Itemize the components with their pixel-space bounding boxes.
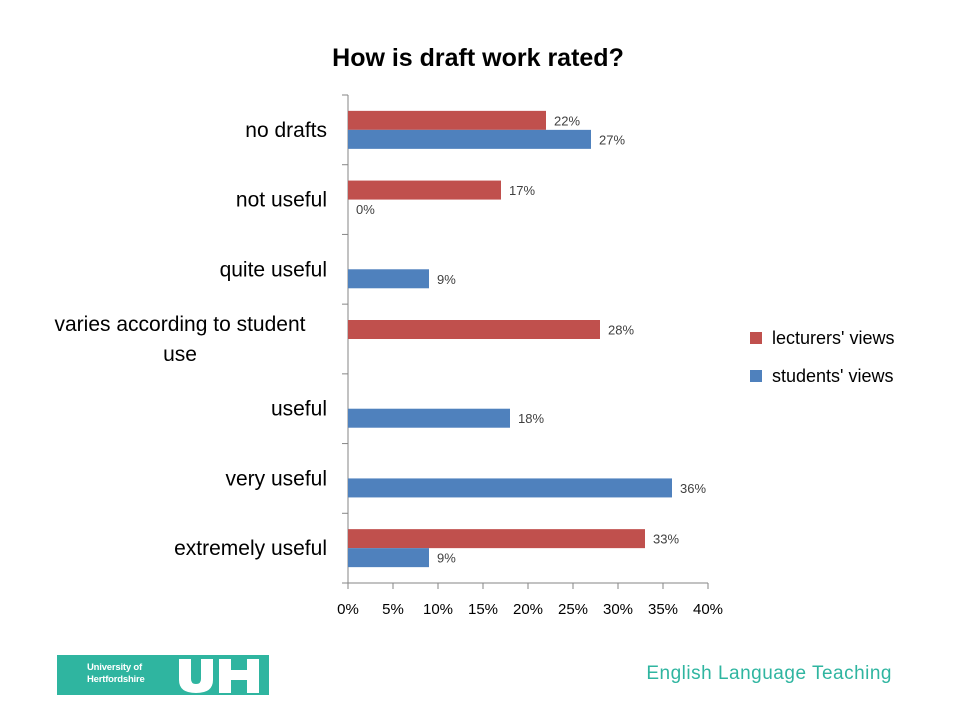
data-label: 0%: [356, 202, 375, 217]
x-tick-label: 10%: [423, 601, 453, 618]
uh-logo-mark: [179, 659, 259, 693]
x-tick-label: 15%: [468, 601, 498, 618]
category-label: quite useful: [220, 258, 327, 281]
plot-area: 0% 5% 10% 15% 20% 25% 30% 35% 40% no drafts not us…: [55, 94, 723, 618]
x-tick-label: 20%: [513, 601, 543, 618]
bar-lecturers: [348, 320, 600, 339]
data-label: 27%: [599, 132, 625, 147]
legend-swatch: [750, 370, 762, 382]
category-label: very useful: [225, 467, 327, 490]
department-name: English Language Teaching: [646, 663, 892, 684]
legend-label: students' views: [772, 366, 894, 386]
bar-lecturers: [348, 110, 546, 130]
data-label: 28%: [608, 323, 634, 338]
bar-students: [348, 478, 672, 498]
legend: lecturers' views students' views: [750, 328, 894, 386]
x-tick-label: 0%: [337, 601, 359, 618]
data-label: 36%: [680, 481, 706, 496]
logo-text-line1: University of: [87, 662, 142, 673]
x-tick-label: 35%: [648, 601, 678, 618]
bar-students: [348, 548, 429, 568]
bar-students: [348, 269, 429, 289]
category-label: extremely useful: [174, 537, 327, 560]
x-tick-label: 25%: [558, 601, 588, 618]
legend-label: lecturers' views: [772, 328, 894, 348]
data-label: 18%: [518, 411, 544, 426]
category-label: useful: [271, 398, 327, 421]
data-label: 33%: [653, 532, 679, 547]
legend-swatch: [750, 332, 762, 344]
category-label: varies according to student use: [55, 313, 306, 366]
x-tick-label: 5%: [382, 601, 404, 618]
x-tick-label: 40%: [693, 601, 723, 618]
university-logo: University of Hertfordshire: [57, 655, 269, 695]
bar-students: [348, 129, 591, 149]
x-tick-label: 30%: [603, 601, 633, 618]
bar-lecturers: [348, 529, 645, 549]
category-label: no drafts: [245, 119, 327, 142]
category-label: not useful: [236, 189, 327, 212]
bar-lecturers: [348, 180, 501, 200]
chart-title: How is draft work rated?: [332, 44, 624, 72]
logo-text-line2: Hertfordshire: [87, 674, 145, 685]
data-label: 9%: [437, 551, 456, 566]
data-label: 22%: [554, 113, 580, 128]
data-label: 17%: [509, 183, 535, 198]
data-label: 9%: [437, 272, 456, 287]
bar-students: [348, 408, 510, 428]
